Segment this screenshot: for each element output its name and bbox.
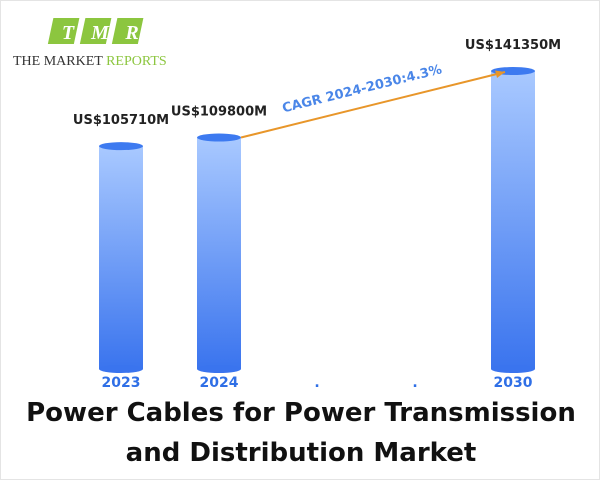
logo-letter: R: [124, 22, 138, 44]
bar-base: [197, 365, 241, 373]
x-tick-label: .: [412, 375, 417, 391]
value-label: US$105710M: [73, 113, 169, 128]
logo-letter: T: [62, 22, 75, 44]
cagr-arrowhead: [495, 70, 505, 78]
bar: [491, 71, 535, 369]
chart: T M R THE MARKET REPORTS 2023 US$105710M 2…: [13, 18, 561, 391]
logo-letter: M: [90, 22, 110, 44]
logo-name: THE MARKET REPORTS: [13, 54, 167, 69]
bar: [99, 146, 143, 369]
bar-base: [491, 365, 535, 373]
logo-name-main: THE MARKET: [13, 54, 103, 69]
cagr-arrow: [240, 71, 506, 139]
logo-name-accent: REPORTS: [106, 54, 167, 69]
bar-cap: [99, 142, 143, 151]
logo: T M R THE MARKET REPORTS: [13, 18, 167, 69]
x-tick-label: .: [314, 375, 319, 391]
x-tick-label: 2030: [494, 375, 533, 391]
x-tick-label: 2024: [200, 375, 239, 391]
chart-title: Power Cables for Power Transmission and …: [26, 398, 576, 468]
bar-base: [99, 365, 143, 373]
logo-box: [47, 18, 80, 44]
logo-box: [79, 18, 112, 44]
bar-cap: [197, 133, 241, 142]
x-tick-label: 2023: [102, 375, 141, 391]
bar: [197, 137, 241, 369]
value-label: US$109800M: [171, 105, 267, 120]
logo-box: [111, 18, 144, 44]
value-label: US$141350M: [465, 38, 561, 53]
